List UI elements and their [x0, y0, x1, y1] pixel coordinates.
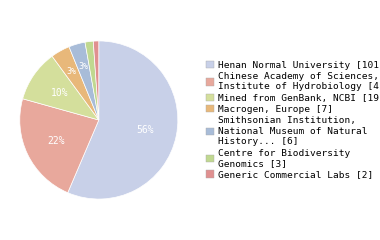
Text: 22%: 22%	[47, 136, 65, 145]
Wedge shape	[52, 47, 99, 120]
Wedge shape	[23, 56, 99, 120]
Wedge shape	[69, 42, 99, 120]
Legend: Henan Normal University [101], Chinese Academy of Sciences,
Institute of Hydrobi: Henan Normal University [101], Chinese A…	[206, 61, 380, 179]
Text: 3%: 3%	[78, 62, 89, 71]
Wedge shape	[20, 99, 99, 193]
Wedge shape	[68, 41, 178, 199]
Text: 10%: 10%	[51, 88, 69, 98]
Text: 3%: 3%	[67, 67, 77, 76]
Text: 56%: 56%	[136, 125, 154, 134]
Wedge shape	[93, 41, 99, 120]
Wedge shape	[85, 41, 99, 120]
